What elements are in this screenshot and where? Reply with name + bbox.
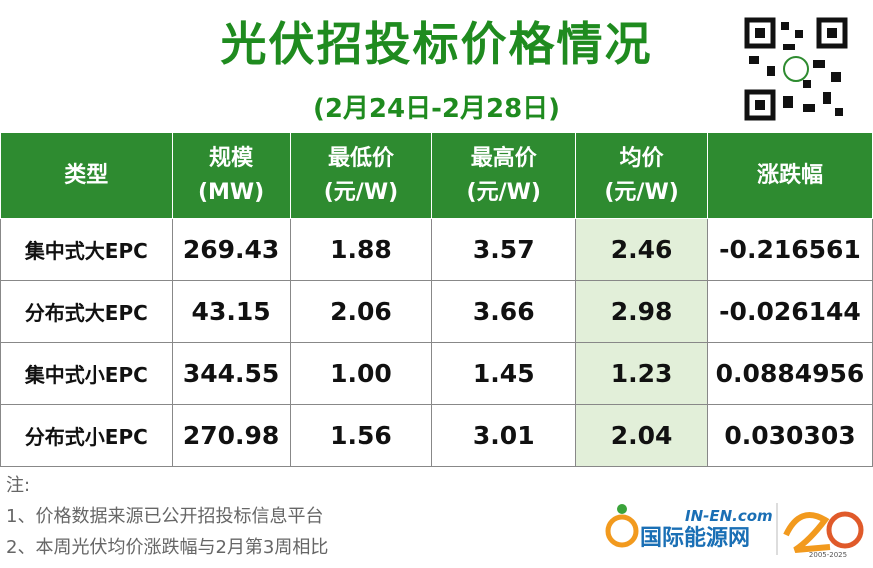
table-row: 集中式大EPC 269.43 1.88 3.57 2.46 -0.216561 <box>0 218 873 281</box>
column-header-line: (元/W) <box>604 179 679 205</box>
column-header-line: 均价 <box>619 145 664 171</box>
column-header: 规模 (MW) <box>171 132 291 219</box>
table-cell: 270.98 <box>171 404 291 467</box>
table-cell: 1.88 <box>289 218 433 281</box>
table-cell: 1.00 <box>289 342 433 405</box>
table-cell: -0.026144 <box>706 280 873 343</box>
logo-name: 国际能源网 <box>640 525 750 551</box>
table-cell: 0.030303 <box>706 404 873 467</box>
subtitle: (2月24日-2月28日) <box>312 94 561 124</box>
column-header-line: 规模 <box>209 145 254 171</box>
table-cell: 分布式小EPC <box>0 404 173 467</box>
table-cell: 3.57 <box>431 218 577 281</box>
table-cell: 1.56 <box>289 404 433 467</box>
title: 光伏招投标价格情况 <box>220 17 653 71</box>
note-line: 1、价格数据来源已公开招投标信息平台 <box>6 506 324 527</box>
table-cell: 2.04 <box>575 404 708 467</box>
table-cell: 2.46 <box>575 218 708 281</box>
table-cell: 2.98 <box>575 280 708 343</box>
column-header: 最低价 (元/W) <box>289 132 433 219</box>
logo-site: IN-EN.com <box>685 507 773 525</box>
table-cell: 344.55 <box>171 342 291 405</box>
table-cell: 1.45 <box>431 342 577 405</box>
table-row: 分布式小EPC 270.98 1.56 3.01 2.04 0.030303 <box>0 404 873 467</box>
table-cell: 1.23 <box>575 342 708 405</box>
table-cell: 0.0884956 <box>706 342 873 405</box>
column-header-line: (MW) <box>197 179 265 205</box>
note-line: 2、本周光伏均价涨跌幅与2月第3周相比 <box>6 537 329 558</box>
column-header-line: (元/W) <box>466 179 541 205</box>
column-header-line: 最高价 <box>470 145 537 171</box>
column-header-line: 最低价 <box>327 145 394 171</box>
table-row: 集中式小EPC 344.55 1.00 1.45 1.23 0.0884956 <box>0 342 873 405</box>
price-table: 类型 规模 (MW) 最低价 (元/W) 最高价 (元/W) 均价 (元/W) 涨跌幅 集中式大E… <box>0 132 873 467</box>
column-header-line: 类型 <box>64 162 109 188</box>
notes: 注: 1、价格数据来源已公开招投标信息平台 2、本周光伏均价涨跌幅与2月第3周相比 <box>6 470 328 563</box>
table-cell: 2.06 <box>289 280 433 343</box>
column-header-line: (元/W) <box>323 179 399 205</box>
table-cell: -0.216561 <box>706 218 873 281</box>
table-cell: 分布式大EPC <box>0 280 173 343</box>
table-cell: 3.66 <box>431 280 577 343</box>
table-row: 分布式大EPC 43.15 2.06 3.66 2.98 -0.026144 <box>0 280 873 343</box>
table-cell: 269.43 <box>171 218 291 281</box>
column-header-line: 涨跌幅 <box>756 162 823 188</box>
column-header: 涨跌幅 <box>706 132 873 219</box>
logo: IN-EN.com 国际能源网 2005-2025 <box>605 503 864 559</box>
notes-label: 注: <box>6 475 31 496</box>
logo-years: 2005-2025 <box>809 551 847 559</box>
column-header: 均价 (元/W) <box>575 132 708 219</box>
qr-code <box>743 16 849 122</box>
table-cell: 43.15 <box>171 280 291 343</box>
column-header: 类型 <box>0 132 173 219</box>
column-header: 最高价 (元/W) <box>431 132 577 219</box>
table-cell: 集中式小EPC <box>0 342 173 405</box>
table-cell: 3.01 <box>431 404 577 467</box>
table-cell: 集中式大EPC <box>0 218 173 281</box>
